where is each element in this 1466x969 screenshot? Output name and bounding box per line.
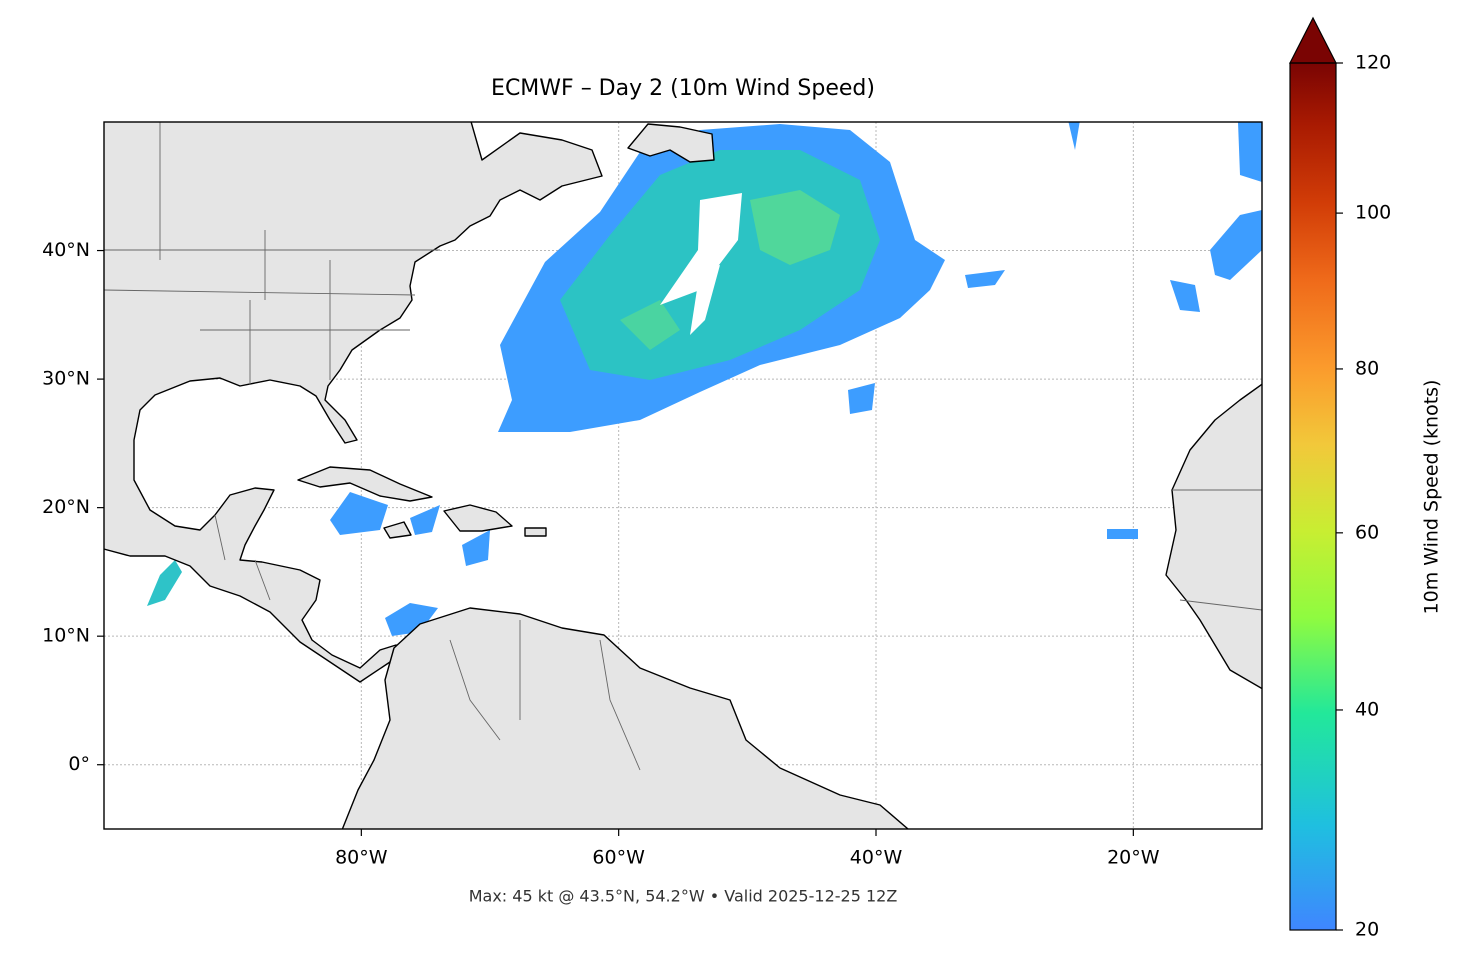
borders	[104, 122, 1262, 771]
plot-frame	[103, 121, 1263, 830]
cuba	[297, 466, 433, 502]
y-tick-label: 0°	[68, 753, 90, 775]
south-america	[341, 607, 910, 829]
newfoundland	[627, 123, 715, 163]
colorbar-tick-label: 20	[1355, 919, 1379, 941]
colorbar-tick-label: 40	[1355, 698, 1379, 720]
map-title: ECMWF – Day 2 (10m Wind Speed)	[491, 76, 875, 101]
x-tick-label: 20°W	[1107, 847, 1160, 869]
colorbar	[1290, 63, 1336, 930]
colorbar-frame	[1289, 62, 1337, 931]
x-tick-label: 40°W	[850, 847, 903, 869]
y-tick-label: 40°N	[42, 239, 90, 261]
colorbar-tick-label: 60	[1355, 521, 1379, 543]
africa	[1165, 383, 1262, 690]
jamaica	[383, 521, 412, 539]
colorbar-tick-label: 120	[1355, 52, 1391, 74]
y-tick-label: 30°N	[42, 368, 90, 390]
y-tick-label: 20°N	[42, 496, 90, 518]
wind-field	[147, 122, 1262, 636]
colorbar-tick-label: 80	[1355, 357, 1379, 379]
colorbar-axis: 20 40 60 80 100 120	[1336, 52, 1391, 941]
footer-note: Max: 45 kt @ 43.5°N, 54.2°W • Valid 2025…	[469, 887, 898, 906]
colorbar-extend	[1289, 16, 1337, 64]
hispaniola	[443, 504, 513, 532]
puerto-rico	[524, 527, 547, 537]
axes: 80°W 60°W 40°W 20°W 0° 10°N 20°N 30°N 40°N	[42, 239, 1160, 868]
colorbar-tick-label: 100	[1355, 202, 1391, 224]
map-area	[104, 122, 1262, 829]
colorbar-label: 10m Wind Speed (knots)	[1421, 380, 1443, 615]
x-tick-label: 80°W	[335, 847, 388, 869]
y-tick-label: 10°N	[42, 625, 90, 647]
x-tick-label: 60°W	[592, 847, 645, 869]
